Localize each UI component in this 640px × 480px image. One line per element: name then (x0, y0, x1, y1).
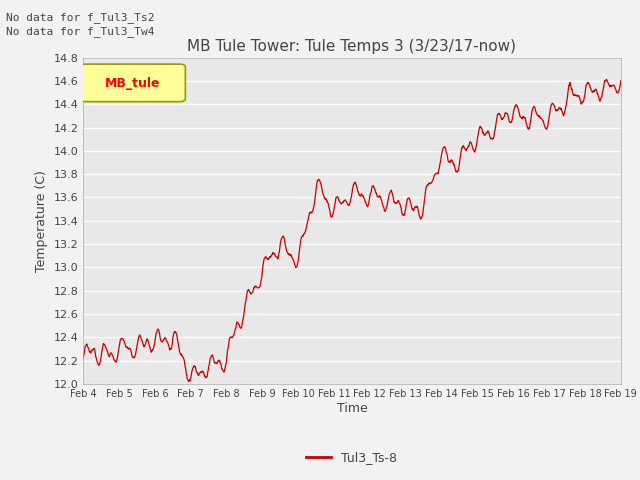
Tul3_Ts-8 (185, 379, 193, 384)
Tul3_Ts-8 (199, 370, 207, 375)
Tul3_Ts-8 (259, 261, 267, 267)
X-axis label: Time: Time (337, 402, 367, 415)
Tul3_Ts-8 (436, 164, 444, 169)
Text: MB_tule: MB_tule (105, 76, 161, 90)
Tul3_Ts-8 (554, 108, 561, 113)
Line: Tul3_Ts-8: Tul3_Ts-8 (83, 79, 621, 382)
Tul3_Ts-8 (186, 378, 194, 384)
Text: No data for f_Tul3_Ts2: No data for f_Tul3_Ts2 (6, 12, 155, 23)
FancyBboxPatch shape (81, 64, 186, 102)
Tul3_Ts-8 (79, 356, 87, 361)
Y-axis label: Temperature (C): Temperature (C) (35, 170, 48, 272)
Tul3_Ts-8 (506, 120, 514, 125)
Text: No data for f_Tul3_Tw4: No data for f_Tul3_Tw4 (6, 26, 155, 37)
Legend: Tul3_Ts-8: Tul3_Ts-8 (301, 446, 403, 469)
Title: MB Tule Tower: Tule Temps 3 (3/23/17-now): MB Tule Tower: Tule Temps 3 (3/23/17-now… (188, 39, 516, 54)
Tul3_Ts-8 (617, 78, 625, 84)
Tul3_Ts-8 (602, 76, 610, 82)
